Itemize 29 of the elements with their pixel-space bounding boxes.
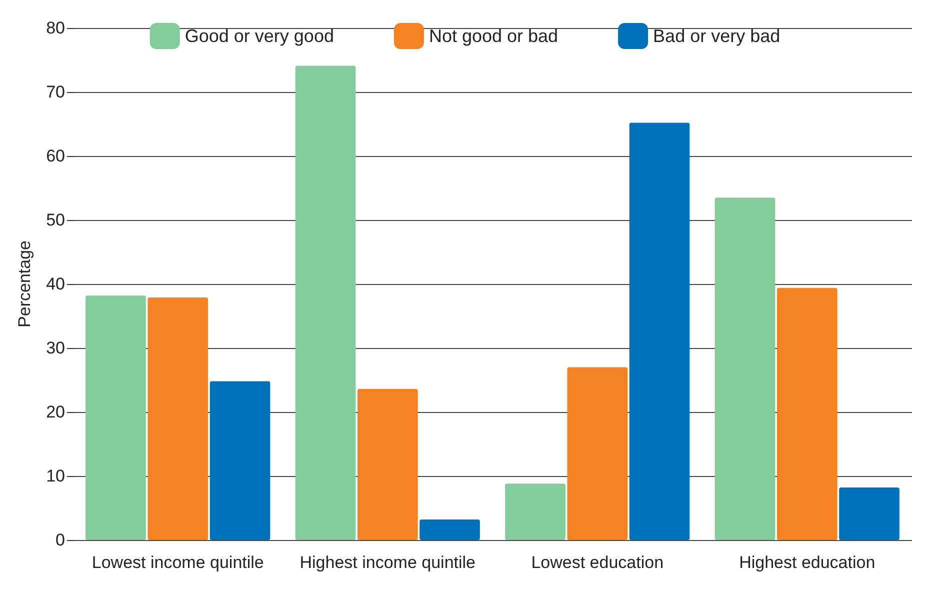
bar [210,381,270,540]
legend-label: Good or very good [184,26,334,46]
bar [357,388,418,540]
legend-label: Not good or bad [428,26,558,46]
y-tick-label: 70 [46,82,65,102]
bar [148,297,208,540]
bar [714,198,776,540]
y-tick-label: 20 [46,402,65,422]
bar [567,367,628,540]
x-tick-label: Highest income quintile [300,553,476,572]
bar [776,288,838,540]
y-tick-label: 50 [46,210,65,230]
legend-label: Bad or very bad [653,26,780,46]
bar [295,66,356,540]
y-tick-label: 40 [46,274,65,294]
bar [86,296,146,540]
x-tick-label: Lowest education [531,553,664,572]
bar [839,488,900,540]
bar [420,520,480,540]
x-tick-label: Lowest income quintile [92,553,264,572]
y-tick-label: 80 [46,18,65,38]
y-tick-label: 60 [46,146,65,166]
bar [505,484,566,540]
y-tick-label: 0 [56,530,65,550]
y-axis-title: Percentage [15,240,34,328]
y-tick-label: 30 [46,338,65,358]
x-tick-label: Highest education [739,553,876,572]
bar [629,122,690,540]
y-tick-label: 10 [46,466,65,486]
